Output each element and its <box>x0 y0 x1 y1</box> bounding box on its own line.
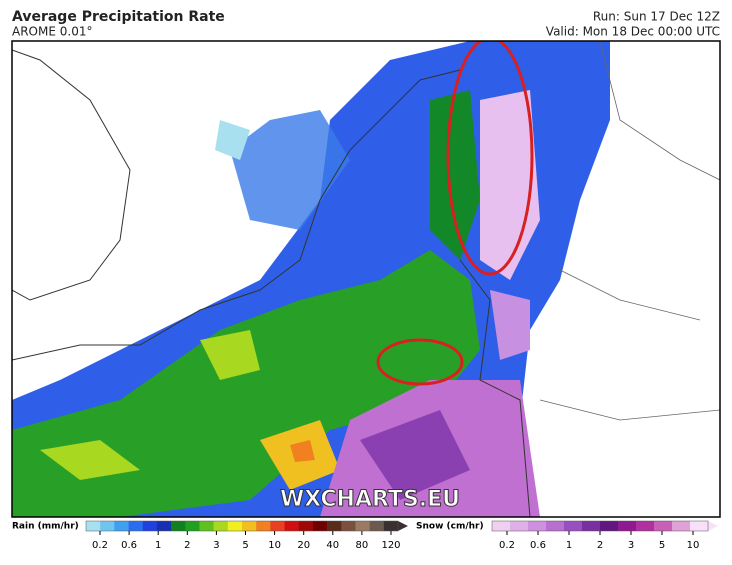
snow-swatch <box>564 521 583 531</box>
rain-swatch <box>312 521 328 531</box>
rain-tick-label: 80 <box>356 540 369 551</box>
rain-tick-label: 40 <box>326 540 339 551</box>
snow-tick-label: 3 <box>628 540 634 551</box>
run-time: Run: Sun 17 Dec 12Z <box>593 10 720 24</box>
rain-swatch <box>142 521 158 531</box>
rain-swatch <box>341 521 356 531</box>
rain-swatch <box>327 521 342 531</box>
valid-time: Valid: Mon 18 Dec 00:00 UTC <box>546 25 720 39</box>
rain-swatch <box>242 521 257 531</box>
snow-swatch <box>510 521 529 531</box>
rain-swatch <box>114 521 129 531</box>
rain-swatch <box>171 521 186 531</box>
rain-swatch <box>270 521 285 531</box>
snow-swatch <box>690 521 709 531</box>
rain-bar-outline <box>85 520 399 532</box>
snow-swatch <box>528 521 547 531</box>
rain-swatch <box>156 521 172 531</box>
rain-swatch <box>213 521 229 531</box>
rain-swatch <box>256 521 271 531</box>
legends: 0.2 0.6 1 2 3 5 10 20 40 80 120 0.2 0.6 1 2 3 5 10 <box>85 520 718 551</box>
model: AROME 0.01° <box>12 25 92 39</box>
rain-swatch <box>369 521 385 531</box>
rain-tick-label: 0.2 <box>92 540 108 551</box>
rain-swatch <box>199 521 214 531</box>
snow-tick-label: 10 <box>687 540 700 551</box>
snow-swatch <box>582 521 601 531</box>
rain-arrow <box>398 521 408 531</box>
rain-tick-label: 5 <box>242 540 248 551</box>
rain-tick-label: 2 <box>184 540 190 551</box>
snow-swatch <box>492 521 511 531</box>
watermark: WXCHARTS.EU <box>280 487 460 512</box>
snow-swatch <box>672 521 691 531</box>
snow-arrow <box>708 521 718 531</box>
snow-swatch <box>654 521 673 531</box>
title: Average Precipitation Rate <box>12 9 225 25</box>
rain-swatch <box>383 521 399 531</box>
rain-swatch <box>355 521 370 531</box>
rain-tick-label: 120 <box>381 540 400 551</box>
rain-swatch <box>86 521 101 531</box>
snow-tick-label: 5 <box>659 540 665 551</box>
snow-tick-label: 0.6 <box>530 540 546 551</box>
rain-tick-label: 10 <box>268 540 281 551</box>
snow-swatch <box>600 521 619 531</box>
snow-swatch <box>546 521 565 531</box>
rain-tick-label: 3 <box>213 540 219 551</box>
rain-swatch <box>100 521 115 531</box>
snow-tick-label: 1 <box>566 540 572 551</box>
snow-tick-label: 2 <box>597 540 603 551</box>
rain-tick-label: 1 <box>155 540 161 551</box>
snow-swatch <box>618 521 637 531</box>
snow-tick-label: 0.2 <box>499 540 515 551</box>
rain-swatch <box>298 521 314 531</box>
rain-swatch <box>284 521 300 531</box>
rain-tick-label: 20 <box>297 540 310 551</box>
rain-swatch <box>128 521 144 531</box>
rain-label: Rain (mm/hr) <box>12 522 79 532</box>
map: WXCHARTS.EU <box>11 40 721 518</box>
rain-swatch <box>185 521 200 531</box>
snow-swatch <box>636 521 655 531</box>
rain-tick-label: 0.6 <box>121 540 137 551</box>
snow-label: Snow (cm/hr) <box>416 522 484 532</box>
rain-swatch <box>227 521 243 531</box>
